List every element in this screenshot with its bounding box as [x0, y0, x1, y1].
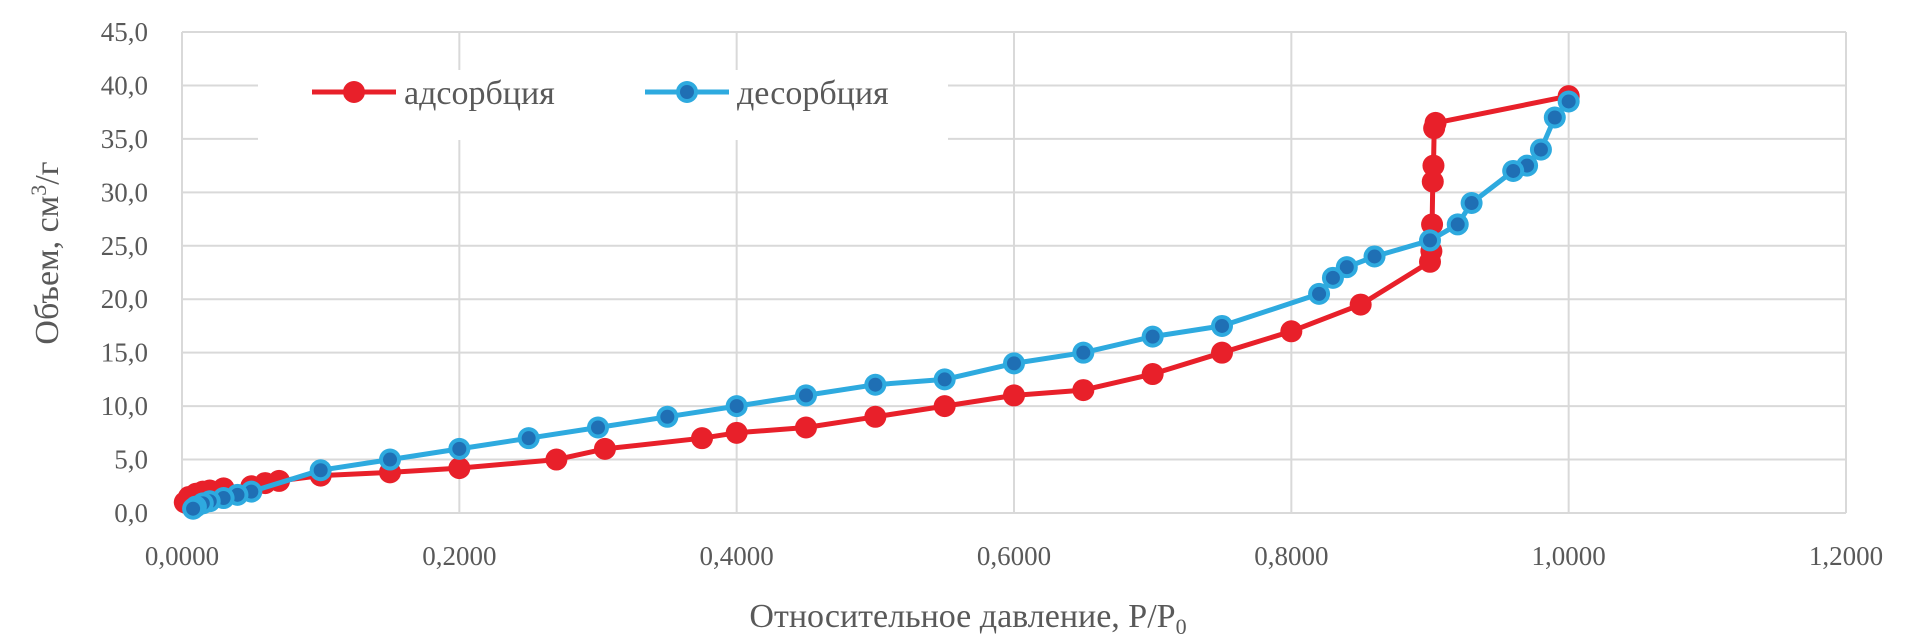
data-point-core: [1547, 110, 1562, 125]
x-tick-label: 1,2000: [1809, 541, 1883, 571]
legend-label-desorption: десорбция: [737, 75, 889, 112]
data-point-core: [313, 463, 328, 478]
x-axis-title: Относительное давление, P/P0: [749, 598, 1186, 639]
legend-box: [258, 70, 948, 140]
data-point-core: [1506, 163, 1521, 178]
data-point: [1141, 363, 1164, 386]
data-point-core: [868, 377, 883, 392]
data-point-core: [1423, 233, 1437, 248]
data-point-core: [186, 501, 201, 516]
data-point: [1211, 341, 1233, 364]
data-point-core: [1533, 142, 1548, 157]
series-desorption: [182, 90, 1580, 520]
y-tick-label: 45,0: [101, 17, 148, 47]
data-point: [933, 395, 956, 418]
data-point-core: [383, 452, 397, 467]
data-point: [448, 457, 471, 480]
data-point: [1421, 170, 1444, 193]
y-tick-label: 0,0: [114, 498, 148, 528]
data-point-core: [1007, 356, 1021, 371]
data-point-core: [1312, 286, 1327, 301]
y-tick-label: 10,0: [101, 391, 148, 421]
data-point: [725, 421, 748, 444]
legend: адсорбция десорбция: [258, 70, 948, 140]
y-tick-label: 40,0: [101, 70, 148, 100]
legend-swatch-desorption-marker-core: [680, 85, 694, 99]
data-point-core: [591, 420, 605, 435]
y-tick-label: 20,0: [101, 284, 148, 314]
data-point: [691, 427, 713, 450]
series-layer: [173, 85, 1580, 520]
x-tick-label: 0,4000: [700, 541, 774, 571]
y-tick-label: 25,0: [101, 231, 148, 261]
x-tick-label: 0,2000: [422, 541, 496, 571]
data-point-core: [1450, 217, 1465, 232]
data-point: [795, 416, 817, 439]
data-point-core: [1325, 270, 1340, 285]
data-point: [593, 437, 616, 460]
y-tick-label: 30,0: [101, 177, 148, 207]
y-tick-label: 15,0: [101, 338, 148, 368]
data-point-core: [660, 409, 675, 424]
data-point-core: [1215, 318, 1229, 333]
y-axis-tick-labels: 0,0 5,0 10,0 15,0 20,0 25,0 30,0 35,0 40,0 45,0: [101, 17, 148, 528]
data-point-core: [452, 441, 467, 456]
x-tick-label: 0,0000: [145, 541, 219, 571]
y-tick-label: 5,0: [114, 445, 148, 475]
data-point-core: [1339, 260, 1354, 275]
data-point: [1003, 384, 1025, 407]
data-point-core: [1561, 94, 1576, 109]
data-point: [1422, 154, 1445, 177]
data-point-core: [521, 431, 536, 446]
x-tick-label: 0,8000: [1254, 541, 1328, 571]
data-point-core: [1367, 249, 1382, 264]
data-point-core: [799, 388, 813, 403]
x-axis-tick-labels: 0,0000 0,2000 0,4000 0,6000 0,8000 1,0000 1,20…: [145, 541, 1883, 571]
data-point: [545, 448, 568, 471]
data-point: [1421, 213, 1444, 236]
legend-label-adsorption: адсорбция: [404, 75, 555, 112]
data-point: [1280, 320, 1303, 343]
data-point-core: [1464, 196, 1479, 211]
data-point: [1424, 111, 1447, 134]
data-point: [1349, 293, 1372, 316]
y-axis-title-superscript: 3: [26, 185, 51, 196]
x-axis-title-subscript: 0: [1176, 614, 1187, 639]
x-tick-label: 0,6000: [977, 541, 1051, 571]
y-axis-title-tail: /г: [29, 161, 66, 184]
data-point: [1072, 379, 1095, 402]
x-axis-title-main: Относительное давление, P/P: [749, 598, 1175, 635]
data-point-core: [1145, 329, 1160, 344]
y-axis-title: Объем, см3/г: [26, 161, 66, 344]
legend-swatch-adsorption-marker: [343, 81, 365, 103]
x-tick-label: 1,0000: [1532, 541, 1606, 571]
y-tick-label: 35,0: [101, 124, 148, 154]
y-axis-title-main: Объем, см: [29, 196, 66, 345]
data-point-core: [1076, 345, 1091, 360]
data-point: [864, 405, 887, 428]
data-point-core: [729, 399, 744, 414]
data-point-core: [937, 372, 952, 387]
